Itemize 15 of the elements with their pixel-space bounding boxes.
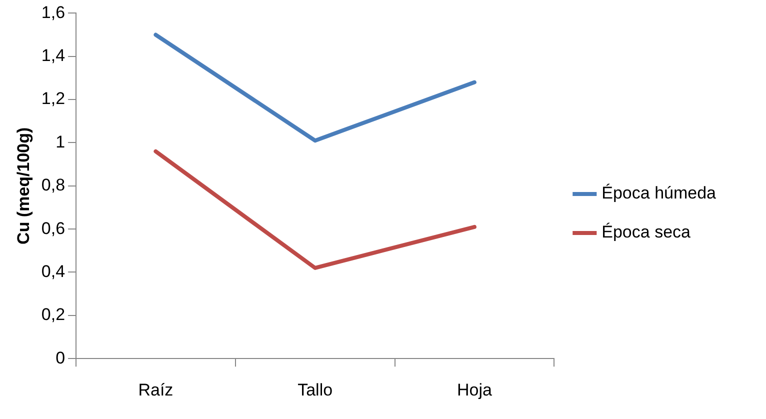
y-tick-label: 1,2 [41, 89, 66, 108]
x-tick-label: Raíz [138, 380, 174, 400]
x-tick-label: Hoja [456, 380, 492, 400]
y-tick-label: 0,4 [41, 262, 66, 281]
y-tick-label: 1,4 [41, 46, 66, 66]
y-tick-label: 0 [56, 348, 66, 368]
y-axis-title: Cu (meq/100g) [14, 127, 33, 244]
y-tick-label: 0,2 [41, 305, 66, 324]
y-tick-label: 1,6 [41, 2, 66, 22]
y-tick-label: 1 [56, 132, 66, 152]
y-tick-label: 0,6 [41, 218, 66, 238]
y-tick-label: 0,8 [41, 176, 66, 195]
legend-label: Época seca [602, 222, 692, 242]
legend-label: Época húmeda [602, 184, 717, 203]
x-tick-label: Tallo [298, 380, 333, 400]
